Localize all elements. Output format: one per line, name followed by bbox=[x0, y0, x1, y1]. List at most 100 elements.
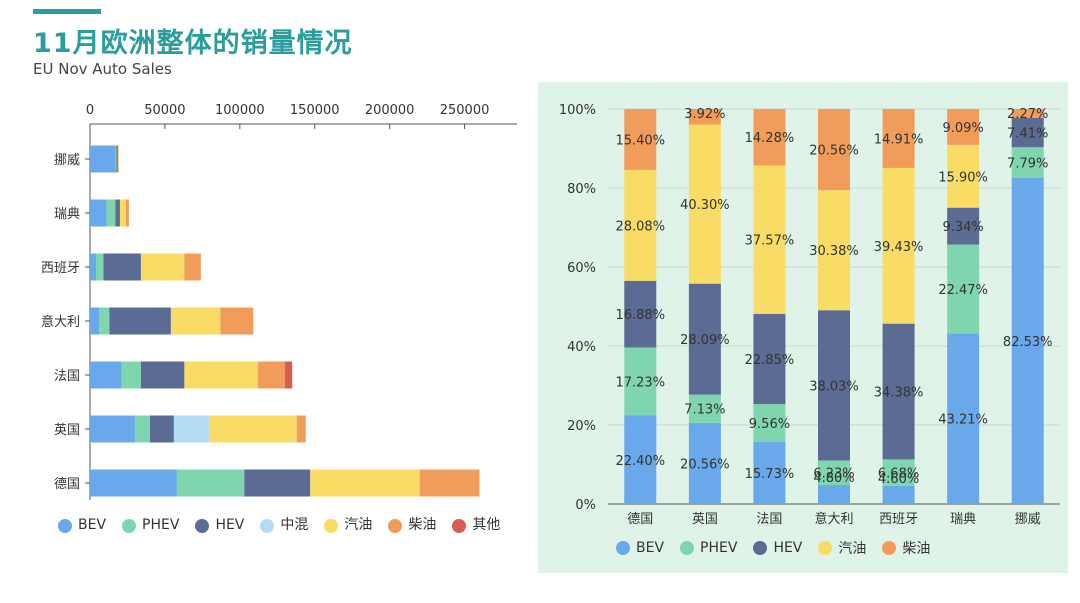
legend-label: 汽油 bbox=[344, 517, 373, 533]
bar-segment bbox=[109, 307, 171, 335]
bar-segment bbox=[184, 361, 258, 389]
data-label: 7.79% bbox=[1007, 157, 1048, 172]
share-legend-item[interactable]: BEV bbox=[616, 540, 664, 556]
share-legend-item[interactable]: 柴油 bbox=[882, 538, 930, 558]
legend-label: BEV bbox=[636, 540, 665, 556]
share-chart-legend: BEV PHEV HEV 汽油 柴油 bbox=[616, 538, 1066, 559]
bar-segment bbox=[170, 307, 221, 335]
bar-segment bbox=[140, 253, 185, 281]
bar-segment bbox=[149, 415, 174, 443]
data-label: 40.30% bbox=[680, 198, 730, 213]
data-label: 28.08% bbox=[615, 219, 665, 234]
column-segment bbox=[882, 167, 915, 324]
absolute-legend-item[interactable]: 中混 bbox=[260, 514, 308, 537]
category-label: 挪威 bbox=[1015, 512, 1041, 527]
column-segment bbox=[753, 165, 786, 314]
category-label: 西班牙 bbox=[879, 512, 918, 527]
data-label: 82.53% bbox=[1003, 335, 1053, 350]
category-label: 法国 bbox=[756, 512, 782, 527]
bar-segment bbox=[257, 361, 285, 389]
column-segment bbox=[688, 124, 721, 284]
column-segment bbox=[1011, 178, 1044, 504]
bar-segment bbox=[98, 307, 110, 335]
absolute-legend-item[interactable]: 汽油 bbox=[324, 514, 372, 537]
column-segment bbox=[624, 347, 657, 416]
bar-segment bbox=[118, 145, 119, 173]
legend-swatch-icon bbox=[324, 518, 339, 533]
data-label: 15.73% bbox=[745, 467, 795, 482]
data-label: 22.40% bbox=[615, 454, 665, 469]
bar-segment bbox=[90, 415, 135, 443]
column-segment bbox=[624, 280, 657, 348]
data-label: 9.09% bbox=[942, 121, 983, 136]
data-label: 4.60% bbox=[878, 472, 919, 487]
data-label: 15.40% bbox=[615, 133, 665, 148]
bar-segment bbox=[95, 253, 104, 281]
data-label: 14.28% bbox=[745, 131, 795, 146]
bar-segment bbox=[310, 469, 420, 497]
absolute-legend-item[interactable]: BEV bbox=[58, 514, 106, 537]
absolute-sales-legend: BEV PHEV HEV 中混 汽油 柴油 其他 bbox=[58, 514, 528, 541]
data-label: 9.34% bbox=[942, 220, 983, 235]
data-label: 20.56% bbox=[809, 144, 859, 159]
bar-segment bbox=[284, 361, 293, 389]
column-segment bbox=[818, 460, 850, 486]
legend-label: PHEV bbox=[700, 540, 738, 556]
category-label: 英国 bbox=[54, 423, 80, 438]
data-label: 22.85% bbox=[745, 353, 795, 368]
column-segment bbox=[753, 313, 786, 405]
column-segment bbox=[688, 283, 721, 395]
data-label: 28.09% bbox=[680, 333, 730, 348]
absolute-legend-item[interactable]: 柴油 bbox=[388, 514, 436, 537]
data-label: 15.90% bbox=[938, 170, 988, 185]
y-tick-label: 0% bbox=[575, 498, 596, 513]
absolute-legend-item[interactable]: 其他 bbox=[452, 514, 500, 537]
data-label: 20.56% bbox=[680, 457, 730, 472]
legend-swatch-icon bbox=[452, 518, 467, 533]
bar-segment bbox=[90, 199, 107, 227]
column-segment bbox=[947, 333, 980, 504]
absolute-legend-item[interactable]: HEV bbox=[195, 514, 244, 537]
share-legend-item[interactable]: PHEV bbox=[680, 540, 737, 556]
column-segment bbox=[753, 109, 786, 166]
data-label: 37.57% bbox=[745, 234, 795, 249]
x-tick-label: 0 bbox=[86, 103, 94, 118]
bar-segment bbox=[115, 199, 120, 227]
column-segment bbox=[753, 441, 786, 504]
column-segment bbox=[882, 485, 915, 504]
data-label: 38.03% bbox=[809, 379, 859, 394]
column-segment bbox=[1011, 117, 1044, 148]
column-segment bbox=[818, 190, 850, 311]
bar-segment bbox=[134, 415, 150, 443]
legend-swatch-icon bbox=[122, 518, 137, 533]
legend-swatch-icon bbox=[388, 518, 403, 533]
share-legend-item[interactable]: HEV bbox=[753, 540, 802, 556]
data-label: 6.23% bbox=[813, 467, 854, 482]
column-segment bbox=[624, 169, 657, 281]
bar-segment bbox=[173, 415, 210, 443]
category-label: 法国 bbox=[54, 369, 80, 384]
bar-segment bbox=[106, 199, 116, 227]
bar-segment bbox=[115, 145, 117, 173]
category-label: 瑞典 bbox=[54, 207, 80, 222]
column-segment bbox=[882, 109, 915, 168]
data-label: 34.38% bbox=[874, 386, 924, 401]
absolute-legend-item[interactable]: PHEV bbox=[122, 514, 179, 537]
column-segment bbox=[753, 404, 786, 442]
bar-segment bbox=[176, 469, 245, 497]
bar-segment bbox=[90, 469, 177, 497]
legend-label: 其他 bbox=[472, 517, 501, 533]
bar-segment bbox=[121, 361, 141, 389]
x-tick-label: 200000 bbox=[365, 103, 415, 118]
legend-label: PHEV bbox=[142, 517, 180, 533]
column-segment bbox=[688, 109, 721, 125]
category-label: 西班牙 bbox=[41, 261, 80, 276]
column-segment bbox=[688, 422, 721, 504]
legend-swatch-icon bbox=[753, 541, 768, 555]
data-label: 14.91% bbox=[874, 132, 924, 147]
bar-segment bbox=[119, 199, 126, 227]
category-label: 瑞典 bbox=[950, 512, 976, 527]
x-tick-label: 250000 bbox=[440, 103, 490, 118]
share-legend-item[interactable]: 汽油 bbox=[818, 538, 866, 558]
bar-segment bbox=[90, 253, 96, 281]
